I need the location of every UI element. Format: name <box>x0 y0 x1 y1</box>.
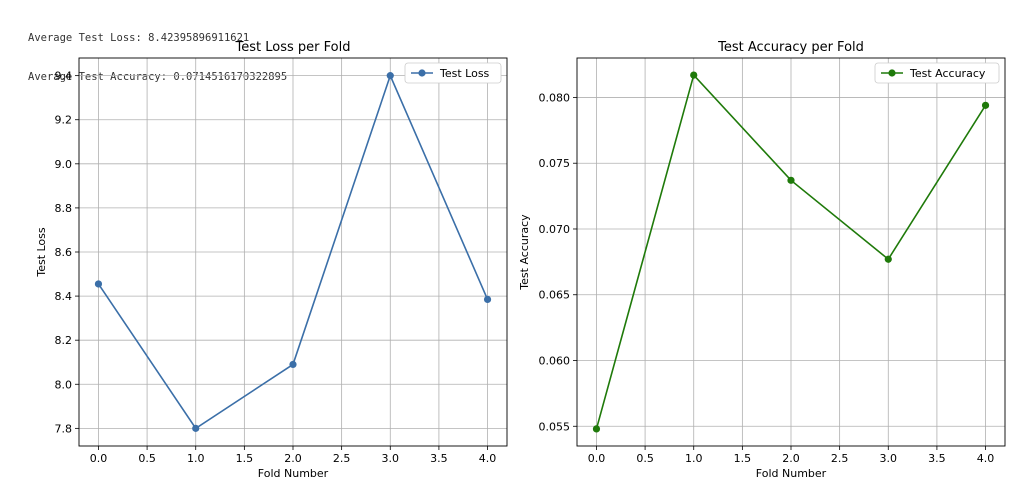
loss-legend-box <box>404 62 502 84</box>
accuracy-y-tick-label: 0.080 <box>539 91 571 104</box>
loss-y-tick-label: 9.0 <box>55 158 73 171</box>
loss-y-tick-label: 7.8 <box>55 422 73 435</box>
loss-y-tick-label: 8.6 <box>55 246 73 259</box>
accuracy-legend-marker <box>888 69 896 77</box>
average-accuracy-text: Average Test Accuracy: 0.071451617032289… <box>28 71 288 83</box>
loss-data-point <box>483 295 492 303</box>
accuracy-data-point <box>787 176 795 184</box>
accuracy-x-tick-label: 4.0 <box>977 452 995 465</box>
accuracy-chart: 0.0 0.5 1.0 1.5 2.0 2.5 3.0 3.5 4.0 0.055 0.060 0.0… <box>518 40 1006 480</box>
accuracy-y-tick-label: 0.055 <box>539 420 571 433</box>
loss-data-point <box>289 360 297 369</box>
accuracy-legend-label: Test Accuracy <box>909 67 986 80</box>
loss-x-tick-label: 1.5 <box>236 452 254 465</box>
loss-y-tick-label: 9.4 <box>55 70 73 83</box>
loss-x-axis-label: Fold Number <box>258 467 329 480</box>
console-output: Average Test Loss: 8.42395896911621 Aver… <box>28 6 287 97</box>
accuracy-data-point <box>592 425 601 433</box>
accuracy-x-axis-label: Fold Number <box>756 467 827 480</box>
accuracy-y-axis-label: Test Accuracy <box>518 214 531 291</box>
accuracy-legend: Test Accuracy <box>874 62 1000 84</box>
loss-y-tick-label: 8.2 <box>55 334 73 347</box>
accuracy-chart-title: Test Accuracy per Fold <box>717 40 864 55</box>
loss-x-tick-label: 2.0 <box>284 452 302 465</box>
loss-data-point <box>386 72 394 80</box>
accuracy-y-tick-label: 0.060 <box>539 355 571 368</box>
accuracy-y-tick-label: 0.070 <box>539 223 571 236</box>
accuracy-x-tick-label: 2.5 <box>831 452 849 465</box>
accuracy-data-point <box>690 71 698 79</box>
loss-legend-label: Test Loss <box>439 67 490 80</box>
loss-x-tick-label: 3.0 <box>382 452 400 465</box>
loss-x-tick-label: 2.5 <box>333 452 351 465</box>
loss-data-point <box>94 280 103 288</box>
accuracy-data-point <box>981 101 990 109</box>
loss-x-tick-label: 4.0 <box>479 452 497 465</box>
loss-chart-title: Test Loss per Fold <box>235 40 351 55</box>
accuracy-y-tick-label: 0.075 <box>539 157 571 170</box>
loss-x-tick-label: 1.0 <box>187 452 205 465</box>
accuracy-x-tick-label: 0.0 <box>588 452 606 465</box>
accuracy-x-tick-label: 1.5 <box>734 452 752 465</box>
loss-y-tick-label: 8.8 <box>55 202 73 215</box>
accuracy-x-tick-label: 3.5 <box>928 452 946 465</box>
accuracy-x-tick-label: 3.0 <box>880 452 898 465</box>
accuracy-y-tick-label: 0.065 <box>539 289 571 302</box>
accuracy-data-point <box>884 255 892 263</box>
average-loss-text: Average Test Loss: 8.42395896911621 <box>28 32 250 44</box>
loss-data-point <box>192 424 200 432</box>
loss-x-tick-label: 3.5 <box>430 452 448 465</box>
loss-y-axis-label: Test Loss <box>35 227 48 278</box>
loss-y-tick-label: 9.2 <box>55 114 73 127</box>
accuracy-x-tick-label: 2.0 <box>782 452 800 465</box>
loss-chart: 0.0 0.5 1.0 1.5 2.0 2.5 3.0 3.5 4.0 7.8 8.0 8.2 8.4 8… <box>35 40 508 480</box>
accuracy-legend-box <box>874 62 1000 84</box>
loss-x-tick-label: 0.0 <box>90 452 108 465</box>
accuracy-x-tick-label: 1.0 <box>685 452 703 465</box>
loss-legend-marker <box>418 69 426 77</box>
loss-x-tick-label: 0.5 <box>138 452 156 465</box>
loss-y-tick-label: 8.4 <box>55 290 73 303</box>
loss-y-tick-label: 8.0 <box>55 378 73 391</box>
loss-legend: Test Loss <box>404 62 502 84</box>
accuracy-x-tick-label: 0.5 <box>636 452 654 465</box>
